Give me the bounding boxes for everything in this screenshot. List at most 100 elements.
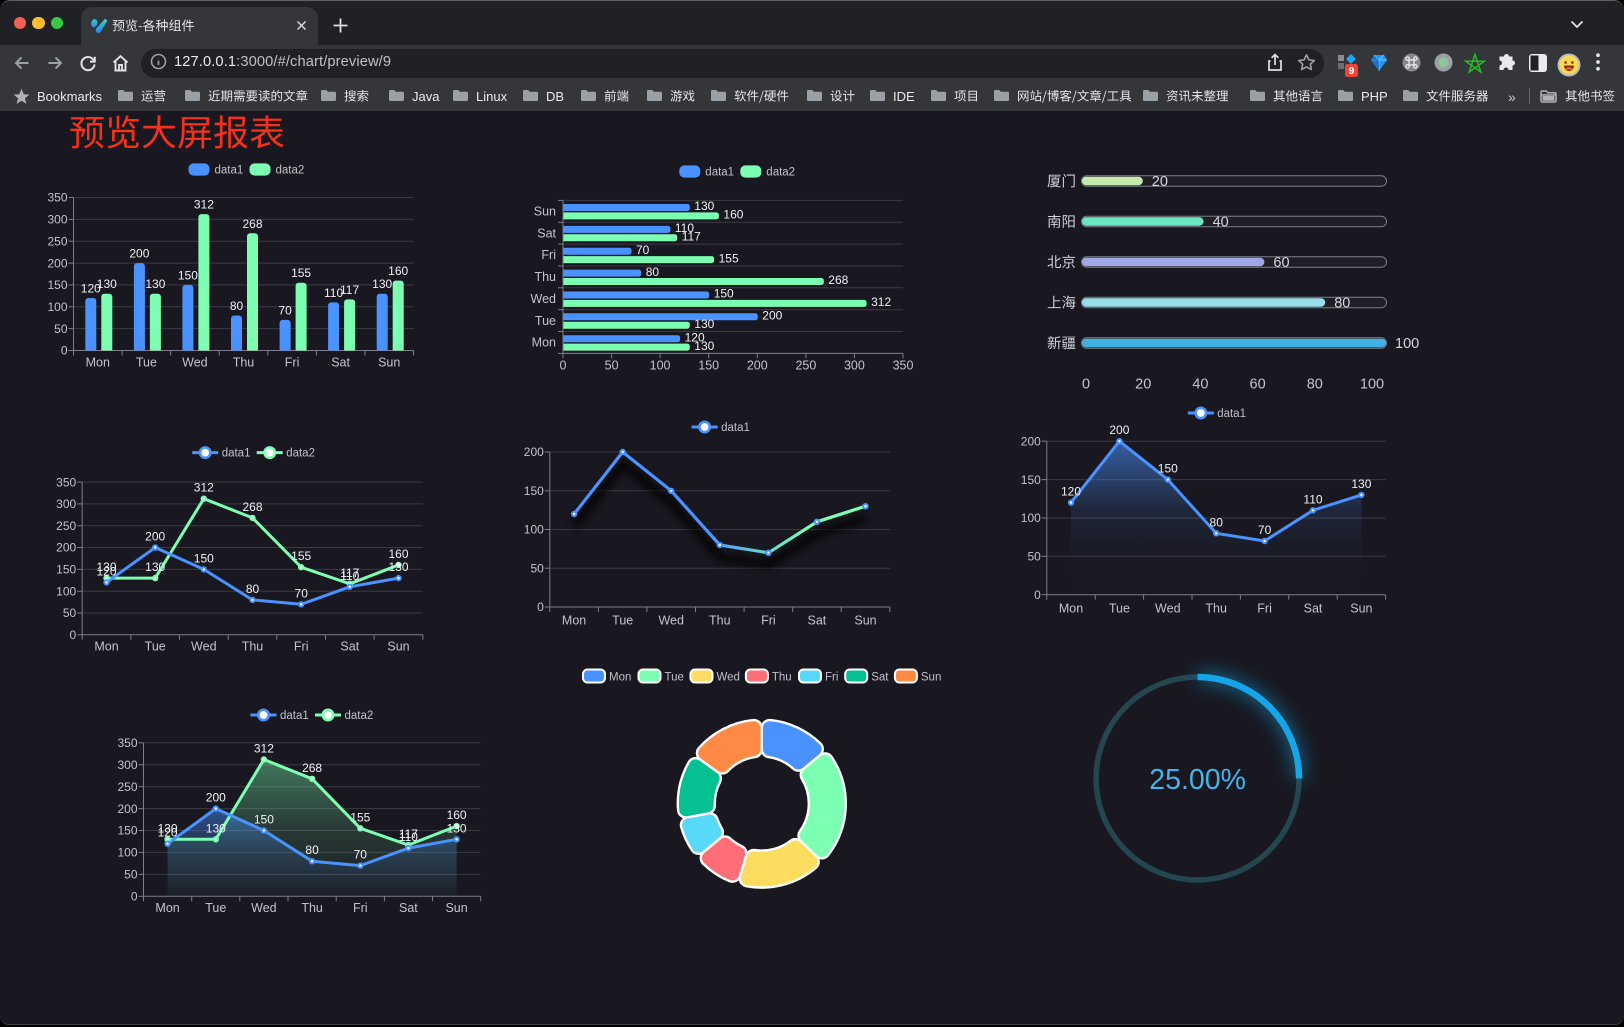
svg-text:Thu: Thu [1205, 602, 1227, 616]
svg-text:50: 50 [63, 606, 77, 620]
svg-text:Fri: Fri [1257, 602, 1272, 616]
svg-text:data2: data2 [276, 165, 305, 177]
svg-text:120: 120 [81, 282, 101, 296]
svg-text:50: 50 [124, 868, 138, 882]
svg-text:350: 350 [47, 191, 67, 205]
svg-text:130: 130 [694, 317, 714, 331]
svg-text:Sun: Sun [921, 671, 941, 683]
svg-text:Fri: Fri [541, 248, 556, 262]
svg-text:300: 300 [117, 758, 137, 772]
svg-text:350: 350 [56, 475, 76, 489]
svg-text:Tue: Tue [535, 314, 556, 328]
svg-text:60: 60 [1250, 377, 1266, 393]
svg-text:130: 130 [145, 277, 165, 291]
svg-text:Sun: Sun [378, 356, 400, 370]
svg-text:50: 50 [605, 359, 619, 373]
svg-text:data1: data1 [721, 422, 750, 434]
svg-text:312: 312 [254, 742, 274, 756]
svg-text:80: 80 [230, 299, 244, 313]
svg-text:Sat: Sat [1304, 602, 1323, 616]
svg-text:130: 130 [694, 339, 714, 353]
svg-text:0: 0 [1034, 588, 1041, 602]
svg-text:Mon: Mon [1059, 602, 1083, 616]
svg-text:data1: data1 [705, 167, 734, 179]
svg-text:Mon: Mon [94, 640, 118, 654]
svg-text:110: 110 [340, 569, 359, 583]
svg-text:40: 40 [1192, 377, 1208, 393]
svg-text:70: 70 [295, 586, 309, 600]
svg-text:Thu: Thu [772, 671, 792, 683]
svg-text:Fri: Fri [761, 614, 776, 628]
svg-text:100: 100 [47, 300, 67, 314]
svg-text:160: 160 [388, 547, 408, 561]
svg-text:130: 130 [372, 277, 392, 291]
svg-text:80: 80 [646, 265, 660, 279]
svg-text:250: 250 [47, 234, 67, 248]
svg-text:Sat: Sat [871, 671, 889, 683]
svg-text:200: 200 [145, 530, 165, 544]
svg-text:150: 150 [56, 563, 76, 577]
svg-text:200: 200 [524, 445, 544, 459]
svg-text:50: 50 [1027, 550, 1041, 564]
svg-text:160: 160 [723, 208, 743, 222]
svg-text:350: 350 [117, 736, 137, 750]
svg-text:130: 130 [206, 821, 226, 835]
svg-text:Mon: Mon [562, 614, 586, 628]
svg-text:117: 117 [399, 827, 418, 841]
svg-text:Wed: Wed [717, 671, 740, 683]
svg-text:130: 130 [1351, 477, 1371, 491]
svg-text:350: 350 [893, 359, 914, 373]
svg-text:100: 100 [650, 359, 671, 373]
svg-text:268: 268 [242, 217, 262, 231]
svg-text:0: 0 [537, 600, 544, 614]
svg-text:Thu: Thu [301, 901, 323, 915]
svg-text:0: 0 [70, 628, 77, 642]
svg-text:120: 120 [158, 826, 178, 840]
svg-text:100: 100 [117, 846, 137, 860]
svg-text:150: 150 [714, 287, 734, 301]
svg-text:100: 100 [1360, 377, 1384, 393]
svg-text:268: 268 [828, 273, 848, 287]
svg-text:Fri: Fri [353, 901, 368, 915]
svg-text:160: 160 [388, 264, 408, 278]
svg-text:data1: data1 [1217, 408, 1246, 420]
svg-text:80: 80 [246, 582, 260, 596]
svg-text:100: 100 [1021, 511, 1041, 525]
svg-text:200: 200 [1021, 434, 1041, 448]
svg-text:Sun: Sun [534, 205, 556, 219]
svg-text:data2: data2 [286, 448, 315, 460]
svg-text:150: 150 [1021, 473, 1041, 487]
svg-text:155: 155 [719, 251, 739, 265]
svg-text:Mon: Mon [609, 671, 631, 683]
svg-text:Wed: Wed [658, 614, 684, 628]
svg-text:data1: data1 [280, 710, 309, 722]
svg-text:130: 130 [694, 199, 714, 213]
svg-text:200: 200 [206, 791, 226, 805]
svg-text:Thu: Thu [709, 614, 731, 628]
svg-text:0: 0 [131, 890, 138, 904]
svg-text:50: 50 [530, 562, 544, 576]
svg-text:312: 312 [871, 295, 891, 309]
svg-text:80: 80 [1210, 515, 1224, 529]
svg-text:155: 155 [291, 266, 311, 280]
svg-text:Tue: Tue [1109, 602, 1130, 616]
svg-text:Mon: Mon [86, 356, 110, 370]
svg-text:130: 130 [145, 560, 165, 574]
svg-text:150: 150 [524, 484, 544, 498]
svg-text:Sat: Sat [399, 901, 418, 915]
svg-text:Tue: Tue [612, 614, 633, 628]
svg-text:Fri: Fri [825, 671, 838, 683]
svg-text:150: 150 [117, 824, 137, 838]
svg-text:200: 200 [47, 256, 67, 270]
svg-text:268: 268 [242, 500, 262, 514]
svg-text:150: 150 [47, 278, 67, 292]
svg-text:25.00%: 25.00% [1149, 764, 1246, 796]
svg-text:Sun: Sun [445, 901, 467, 915]
svg-text:data2: data2 [766, 167, 795, 179]
svg-text:110: 110 [1303, 492, 1322, 506]
svg-text:120: 120 [1061, 485, 1081, 499]
svg-text:120: 120 [96, 564, 116, 578]
svg-text:200: 200 [129, 247, 149, 261]
svg-text:50: 50 [54, 322, 68, 336]
svg-text:117: 117 [682, 230, 701, 244]
